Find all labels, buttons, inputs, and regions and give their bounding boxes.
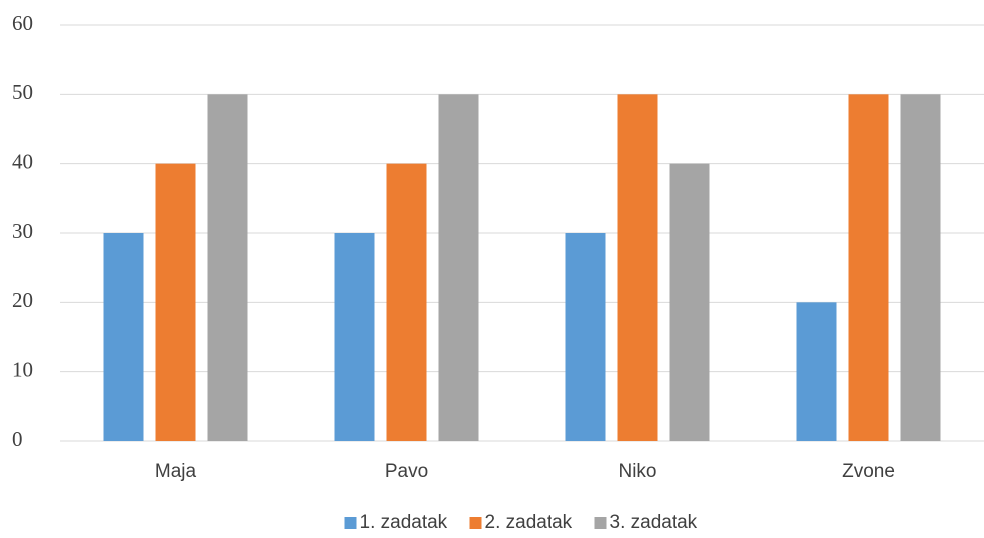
bar xyxy=(334,233,375,441)
bar xyxy=(617,94,658,441)
bar xyxy=(438,94,479,441)
bar xyxy=(155,163,196,441)
y-tick-label: 10 xyxy=(12,357,33,381)
y-tick-label: 50 xyxy=(12,80,33,104)
y-tick-label: 40 xyxy=(12,149,33,173)
bar xyxy=(848,94,889,441)
y-tick-label: 60 xyxy=(12,11,33,35)
bar xyxy=(207,94,248,441)
y-tick-label: 20 xyxy=(12,288,33,312)
legend-label: 3. zadatak xyxy=(610,512,698,533)
legend-label: 1. zadatak xyxy=(360,512,448,533)
bar xyxy=(900,94,941,441)
bar xyxy=(565,233,606,441)
y-tick-label: 0 xyxy=(12,427,23,451)
x-tick-label: Pavo xyxy=(385,461,428,482)
bar xyxy=(386,163,427,441)
bar xyxy=(103,233,144,441)
x-tick-label: Zvone xyxy=(842,461,895,482)
x-tick-label: Maja xyxy=(155,461,197,482)
y-tick-label: 30 xyxy=(12,219,33,243)
bar xyxy=(669,163,710,441)
bar xyxy=(796,302,837,441)
legend-swatch xyxy=(344,517,357,529)
legend-swatch xyxy=(469,517,482,529)
x-tick-label: Niko xyxy=(618,461,656,482)
legend-label: 2. zadatak xyxy=(485,512,573,533)
legend-swatch xyxy=(594,517,607,529)
